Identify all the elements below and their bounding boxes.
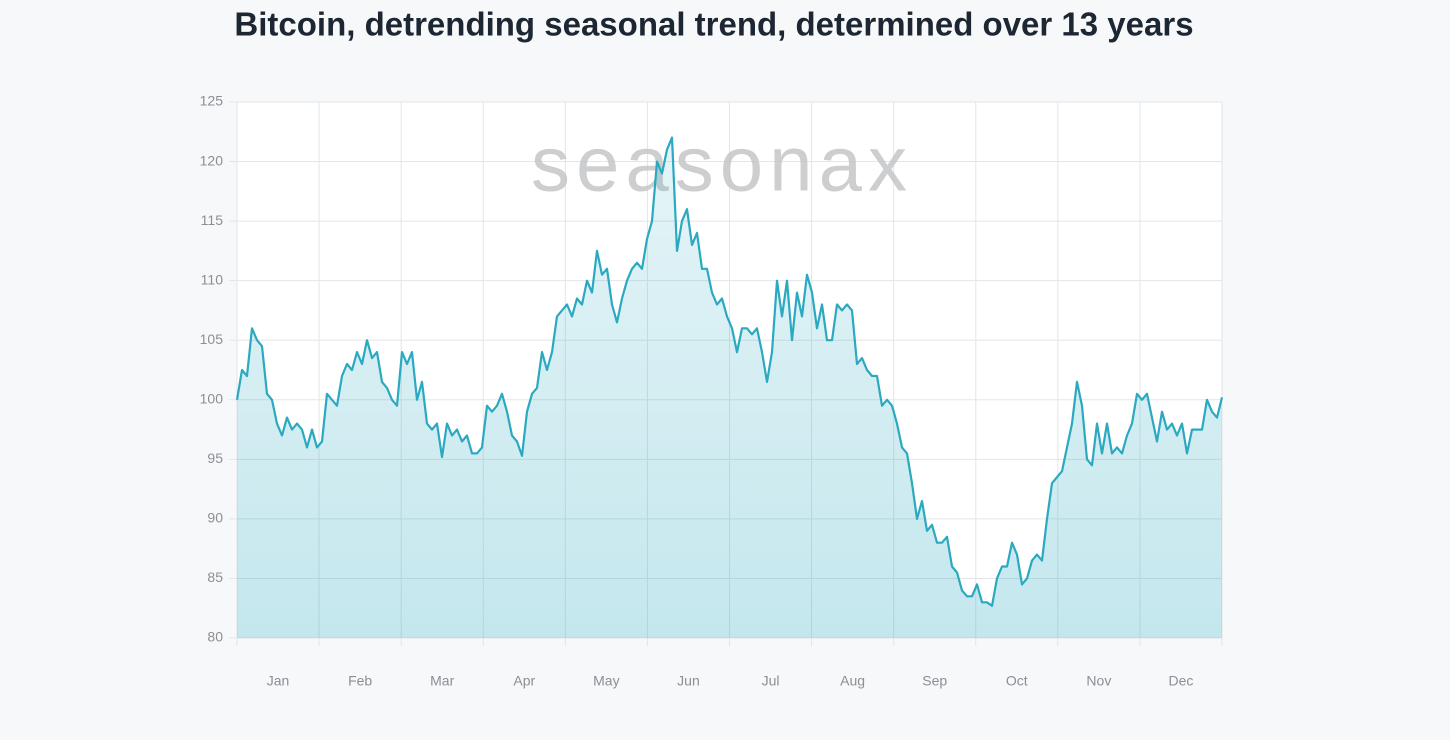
y-tick-label: 95 xyxy=(207,450,223,466)
x-tick-label: Dec xyxy=(1169,673,1194,689)
chart-title: Bitcoin, detrending seasonal trend, dete… xyxy=(234,6,1193,43)
x-tick-label: Sep xyxy=(922,673,947,689)
line xyxy=(235,136,1224,607)
x-tick-label: Aug xyxy=(840,673,865,689)
x-tick-label: Mar xyxy=(430,673,454,689)
x-tick-label: Nov xyxy=(1086,673,1111,689)
y-tick-label: 125 xyxy=(200,93,224,109)
y-tick-label: 100 xyxy=(200,390,224,406)
y-tick-label: 120 xyxy=(200,152,224,168)
y-tick-label: 80 xyxy=(207,629,223,645)
y-tick-label: 115 xyxy=(201,212,224,228)
y-tick-label: 85 xyxy=(207,569,223,585)
watermark: seasonax xyxy=(531,120,913,208)
x-tick-label: Jun xyxy=(677,673,700,689)
y-tick-label: 105 xyxy=(200,331,224,347)
x-tick-label: Oct xyxy=(1006,673,1028,689)
x-tick-label: Apr xyxy=(513,673,535,689)
y-tick-label: 110 xyxy=(201,271,224,287)
area-fill xyxy=(237,137,1222,638)
x-tick-label: Feb xyxy=(348,673,372,689)
x-tick-label: Jan xyxy=(267,673,290,689)
x-tick-label: May xyxy=(593,673,619,689)
y-tick-label: 90 xyxy=(207,510,223,526)
x-tick-label: Jul xyxy=(762,673,780,689)
